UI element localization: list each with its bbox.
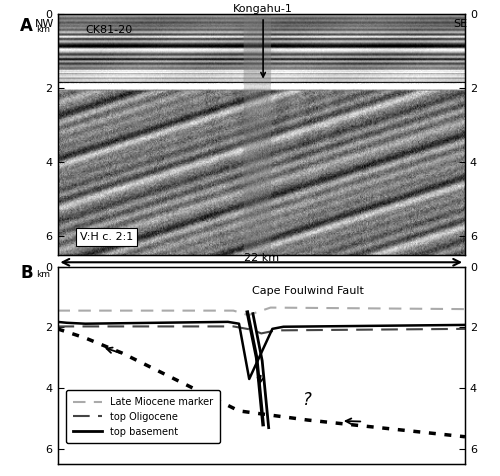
Text: SE: SE [454,19,468,29]
Text: km: km [36,25,50,34]
Text: Kongahu-1: Kongahu-1 [233,4,293,77]
Text: ?: ? [303,391,312,409]
Legend: Late Miocene marker, top Oligocene, top basement: Late Miocene marker, top Oligocene, top … [66,390,220,444]
Text: B: B [20,264,32,282]
Text: Cape Foulwind Fault: Cape Foulwind Fault [252,286,364,297]
Text: CK81-20: CK81-20 [86,25,132,35]
Text: A: A [20,17,33,35]
Text: km: km [36,270,50,279]
Text: 22 km: 22 km [244,253,279,263]
Text: V:H c. 2:1: V:H c. 2:1 [80,232,133,242]
Text: NW: NW [35,19,54,29]
